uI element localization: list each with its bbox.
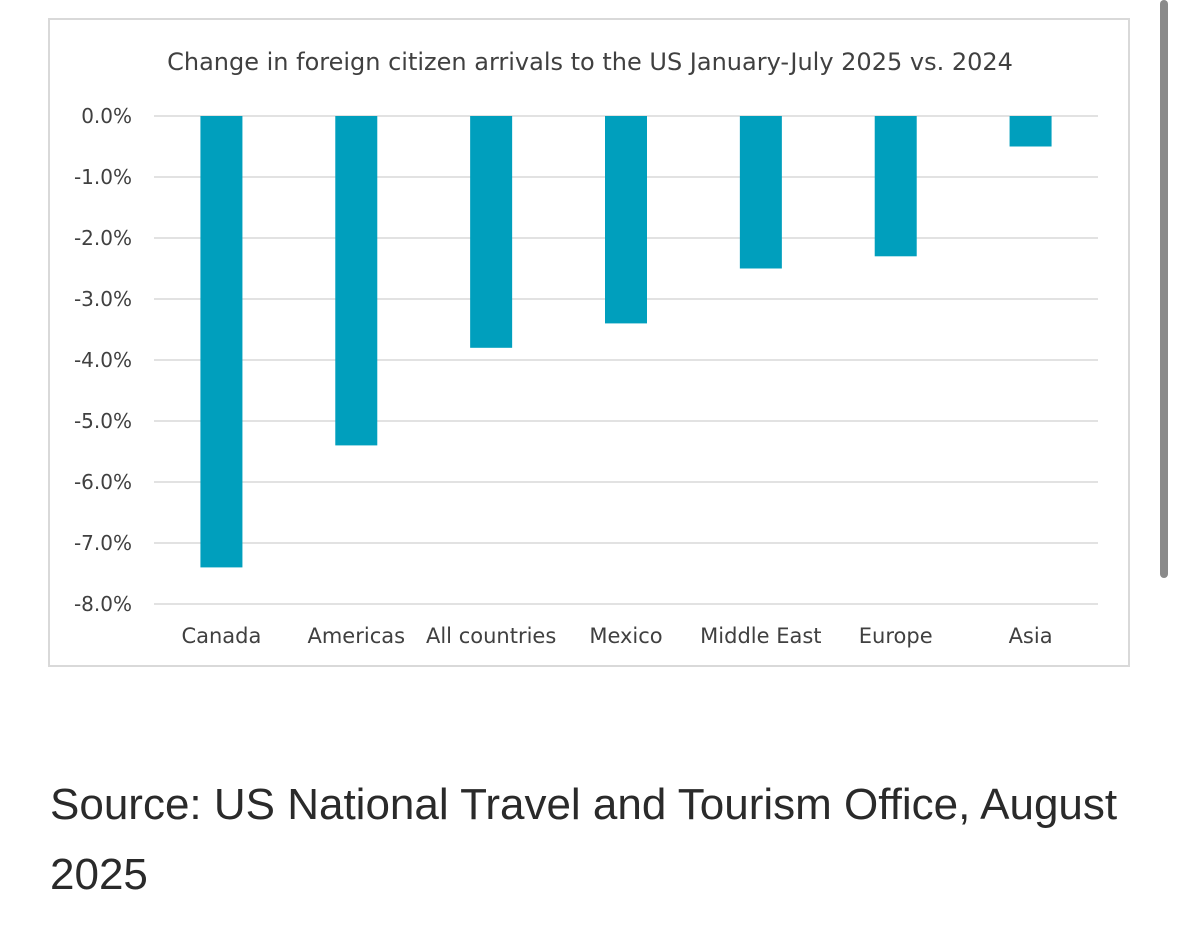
y-tick-label: -1.0% [74,165,132,189]
bar-chart: Change in foreign citizen arrivals to th… [74,48,1098,648]
x-category-label: All countries [426,624,556,648]
x-axis-category-labels: Canada Americas All countries Mexico Middle … [181,624,1052,648]
y-tick-label: -2.0% [74,226,132,250]
y-tick-label: -8.0% [74,592,132,616]
x-category-label: Middle East [700,624,821,648]
bar-europe [874,116,917,257]
bar-middle-east [739,116,782,269]
x-category-label: Asia [1009,624,1053,648]
x-category-label: Americas [307,624,405,648]
x-category-label: Canada [181,624,261,648]
source-caption: Source: US National Travel and Tourism O… [50,780,1118,899]
y-tick-label: -5.0% [74,409,132,433]
y-axis-tick-labels: 0.0% -1.0% -2.0% -3.0% -4.0% -5.0% -6.0% -7.0% -… [74,104,132,616]
y-tick-label: -4.0% [74,348,132,372]
scrollbar[interactable] [1160,0,1168,578]
chart-frame: Change in foreign citizen arrivals to th… [48,18,1130,667]
gridlines [154,115,1098,605]
y-tick-label: -7.0% [74,531,132,555]
x-category-label: Mexico [589,624,662,648]
y-tick-label: 0.0% [81,104,132,128]
bar-mexico [605,116,647,324]
bar-canada [200,116,243,568]
y-tick-label: -3.0% [74,287,132,311]
y-tick-label: -6.0% [74,470,132,494]
x-category-label: Europe [859,624,933,648]
chart-title: Change in foreign citizen arrivals to th… [167,48,1013,76]
bar-all-countries [470,116,513,348]
bars [200,116,1052,568]
bar-americas [335,116,378,446]
bar-asia [1009,116,1052,147]
